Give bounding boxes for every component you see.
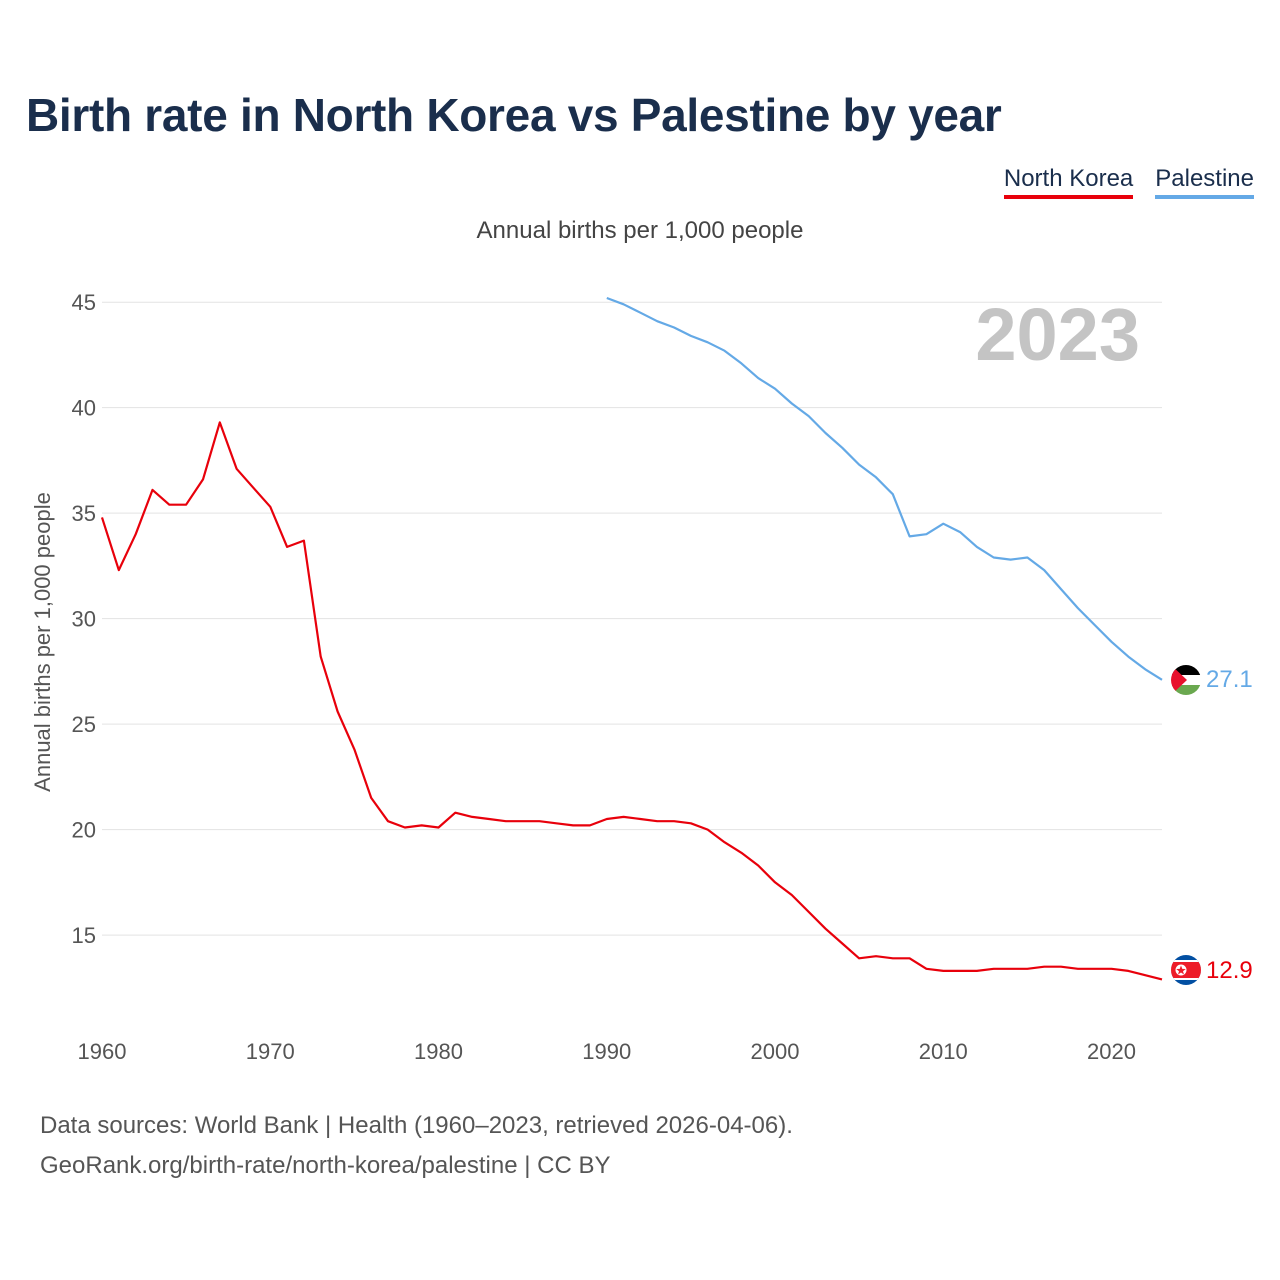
source-note: Data sources: World Bank | Health (1960–… xyxy=(40,1106,793,1186)
x-tick-label: 1990 xyxy=(582,1039,631,1064)
x-tick-label: 1960 xyxy=(78,1039,127,1064)
y-axis: 15 20 25 30 35 40 45 xyxy=(72,290,96,948)
palestine-flag-icon xyxy=(1171,665,1201,695)
chart-title: Birth rate in North Korea vs Palestine b… xyxy=(26,89,1002,141)
y-tick-label: 15 xyxy=(72,923,96,948)
source-line: Data sources: World Bank | Health (1960–… xyxy=(40,1112,793,1139)
y-tick-label: 40 xyxy=(72,396,96,421)
y-tick-label: 45 xyxy=(72,290,96,315)
legend-item-north-korea[interactable]: North Korea xyxy=(1003,165,1134,199)
end-label-north-korea: 12.9 xyxy=(1206,957,1253,984)
y-tick-label: 35 xyxy=(72,501,96,526)
y-axis-label: Annual births per 1,000 people xyxy=(30,492,55,792)
x-tick-label: 1970 xyxy=(246,1039,295,1064)
gridlines xyxy=(102,301,1162,936)
series-lines xyxy=(100,296,1163,981)
x-tick-label: 1980 xyxy=(414,1039,463,1064)
north-korea-flag-icon xyxy=(1171,955,1201,985)
y-tick-label: 25 xyxy=(72,712,96,737)
series-line-palestine xyxy=(606,296,1163,681)
year-badge: 2023 xyxy=(975,293,1140,376)
end-label-palestine: 27.1 xyxy=(1206,666,1253,693)
x-tick-label: 2000 xyxy=(751,1039,800,1064)
x-tick-label: 2010 xyxy=(919,1039,968,1064)
y-tick-label: 20 xyxy=(72,818,96,843)
y-tick-label: 30 xyxy=(72,607,96,632)
source-url[interactable]: GeoRank.org/birth-rate/north-korea/pales… xyxy=(40,1152,611,1179)
x-tick-label: 2020 xyxy=(1087,1039,1136,1064)
legend: North Korea Palestine xyxy=(1003,165,1254,199)
x-axis: 1960 1970 1980 1990 2000 2010 2020 xyxy=(78,1039,1136,1064)
chart-subtitle: Annual births per 1,000 people xyxy=(476,217,804,244)
legend-item-palestine[interactable]: Palestine xyxy=(1155,165,1254,199)
series-line-north-korea xyxy=(100,421,1163,981)
